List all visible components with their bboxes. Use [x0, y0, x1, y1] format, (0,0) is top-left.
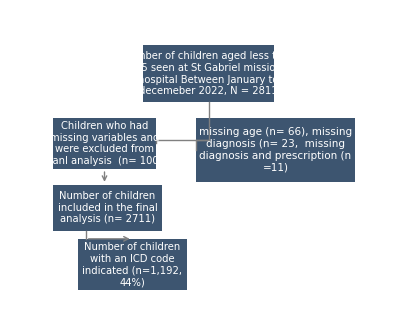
- Text: Children who had
missing variables and
were excluded from
fianl analysis  (n= 10: Children who had missing variables and w…: [46, 121, 163, 166]
- FancyBboxPatch shape: [53, 118, 156, 169]
- FancyBboxPatch shape: [78, 239, 187, 290]
- Text: Number of children
included in the final
analysis (n= 2711): Number of children included in the final…: [58, 191, 158, 224]
- FancyBboxPatch shape: [196, 118, 355, 182]
- Text: missing age (n= 66), missing
diagnosis (n= 23,  missing
diagnosis and prescripti: missing age (n= 66), missing diagnosis (…: [199, 127, 352, 172]
- Text: Number of children
with an ICD code
indicated (n=1,192,
44%): Number of children with an ICD code indi…: [83, 242, 182, 287]
- FancyBboxPatch shape: [144, 45, 274, 102]
- Text: Number of children aged less than
15 seen at St Gabriel mission
hospital Between: Number of children aged less than 15 see…: [122, 51, 295, 96]
- FancyBboxPatch shape: [53, 185, 162, 231]
